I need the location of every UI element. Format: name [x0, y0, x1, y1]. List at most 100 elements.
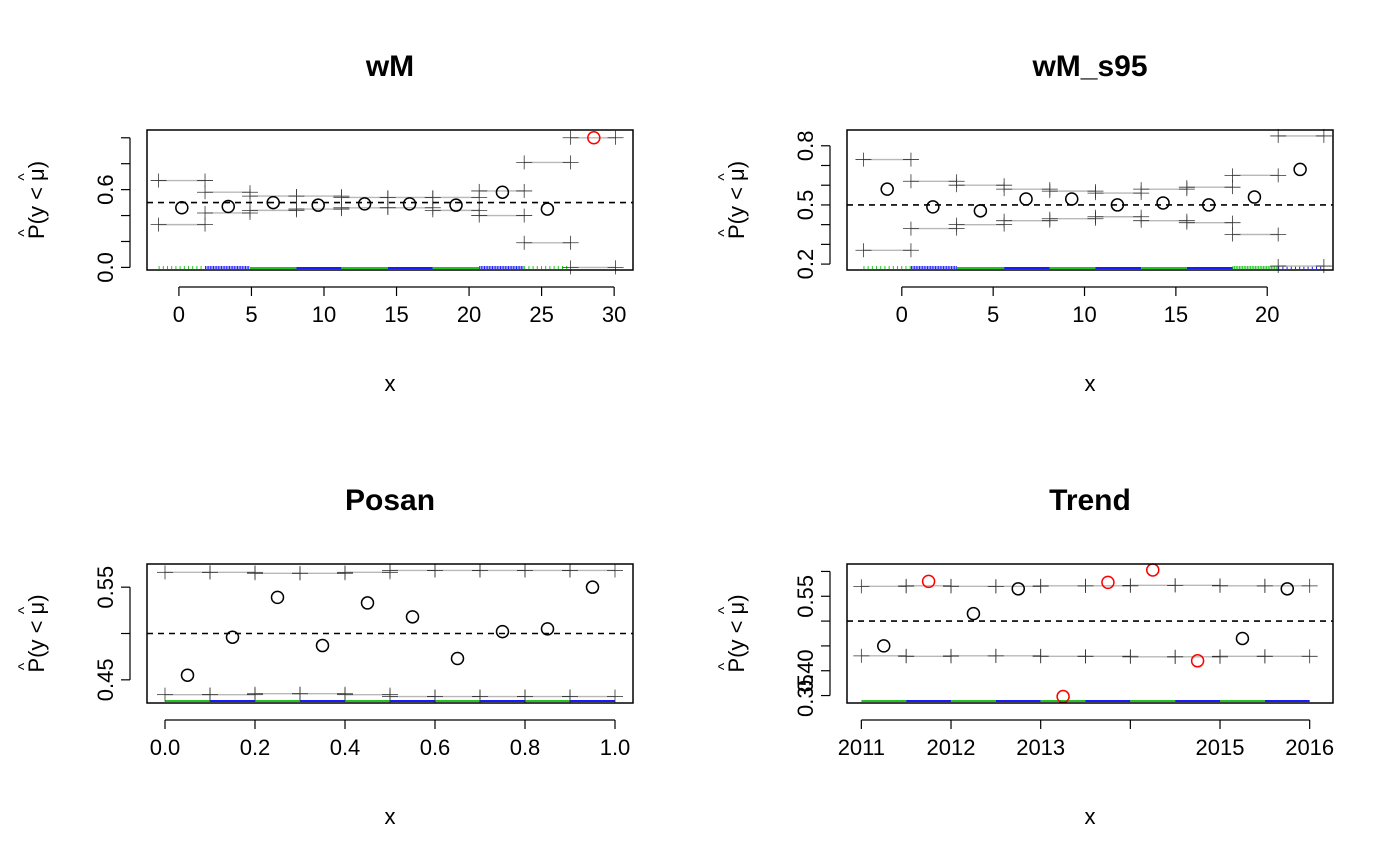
band-upper-cross	[902, 152, 919, 167]
rug-segment	[861, 700, 907, 702]
band-upper-cross	[853, 579, 870, 594]
data-point	[973, 204, 988, 218]
band-upper-cross	[424, 190, 441, 205]
band-upper-cross	[1178, 180, 1195, 195]
plot-frame	[846, 563, 1334, 704]
x-tick-label: 5	[987, 302, 999, 327]
rug-segment	[1175, 700, 1221, 702]
hat-mark: ^	[716, 229, 733, 237]
rug-segment	[158, 266, 202, 269]
x-tick-label: 0	[896, 302, 908, 327]
band-upper-cross	[562, 130, 579, 145]
rug-segment	[1141, 267, 1187, 269]
band-lower-cross	[150, 217, 167, 232]
rug-segment	[525, 700, 570, 702]
band-lower-cross	[1212, 649, 1229, 664]
y-tick-label: 0.6	[93, 174, 118, 205]
band-lower-cross	[1122, 649, 1139, 664]
y-tick-label: 0.45	[93, 658, 118, 701]
data-point	[1110, 198, 1125, 212]
band-lower-cross	[943, 648, 960, 663]
band-upper-cross	[607, 130, 624, 145]
band-lower-cross	[1041, 211, 1058, 226]
hat-mark: ^	[716, 173, 733, 181]
band-upper-cross	[247, 566, 263, 581]
rug-segment	[863, 266, 911, 269]
band-lower-cross	[292, 686, 308, 701]
data-point	[880, 182, 894, 196]
data-point-outside	[587, 131, 601, 145]
band-upper-cross	[517, 563, 533, 578]
band-lower-cross	[1224, 215, 1241, 230]
band-lower-cross	[1032, 649, 1049, 664]
band-upper-cross	[427, 563, 443, 578]
y-tick-label: 0.55	[793, 575, 818, 618]
band-upper-cross	[1256, 578, 1273, 593]
band-lower-cross	[472, 689, 488, 704]
x-tick-label: 0.4	[330, 735, 361, 760]
band-lower-cross	[427, 689, 443, 704]
x-tick-label: 10	[1072, 302, 1096, 327]
band-lower-cross	[996, 213, 1013, 228]
x-tick-label: 1.0	[600, 735, 631, 760]
rug-segment	[165, 700, 210, 702]
band-lower-cross	[898, 649, 915, 664]
x-tick-label: 20	[457, 302, 481, 327]
rug-segment	[390, 700, 435, 702]
data-point	[450, 651, 465, 666]
x-tick-label: 0.8	[510, 735, 541, 760]
band-lower-cross	[242, 203, 259, 218]
band-lower-cross	[157, 687, 173, 702]
x-tick-label: 2011	[838, 735, 885, 760]
band-upper-cross	[242, 189, 259, 204]
data-point	[180, 668, 195, 682]
band-lower-cross	[902, 221, 919, 236]
rug-segment	[1040, 700, 1086, 702]
data-point	[1064, 192, 1079, 206]
data-point	[311, 198, 325, 212]
rug-segment	[479, 266, 524, 269]
hat-mark: ^	[16, 173, 33, 181]
data-point	[1202, 198, 1216, 212]
band-lower-cross	[562, 689, 578, 704]
data-point	[585, 580, 600, 594]
band-upper-cross	[1133, 182, 1150, 197]
x-tick-label: 2016	[1285, 735, 1334, 760]
band-upper-cross	[150, 173, 167, 188]
band-lower-cross	[1224, 227, 1241, 242]
data-point-outside	[921, 574, 936, 589]
band-lower-cross	[288, 202, 305, 217]
band-upper-cross	[902, 174, 919, 189]
data-point	[1011, 582, 1026, 596]
data-point	[225, 630, 240, 644]
band-lower-cross	[1167, 649, 1184, 664]
rug-segment	[296, 267, 342, 269]
rug-segment	[1264, 700, 1310, 702]
rug-segment	[524, 266, 568, 269]
data-point	[266, 195, 280, 210]
band-lower-cross	[1178, 215, 1195, 230]
band-lower-cross	[1270, 227, 1287, 242]
y-tick-label: 0.2	[793, 249, 818, 280]
band-upper-cross	[1270, 168, 1287, 183]
band-upper-cross	[898, 578, 915, 593]
data-point	[175, 201, 189, 215]
data-point	[221, 199, 235, 214]
rug-segment	[300, 700, 345, 702]
band-lower-cross	[853, 648, 870, 663]
y-tick-label: 0.40	[793, 649, 818, 692]
x-tick-label: 5	[245, 302, 257, 327]
rug-segment	[910, 266, 957, 269]
plot-frame	[146, 563, 634, 704]
rug-segment	[432, 267, 480, 269]
data-point-outside	[1190, 654, 1205, 668]
rug-segment	[250, 267, 297, 269]
band-upper-cross	[202, 565, 218, 580]
band-upper-cross	[607, 563, 623, 578]
band-upper-cross	[292, 566, 308, 581]
y-axis-label: P(y < μ)	[24, 594, 49, 672]
rug-segment	[1232, 266, 1279, 269]
band-lower-cross	[202, 687, 218, 702]
band-upper-cross	[382, 563, 398, 578]
